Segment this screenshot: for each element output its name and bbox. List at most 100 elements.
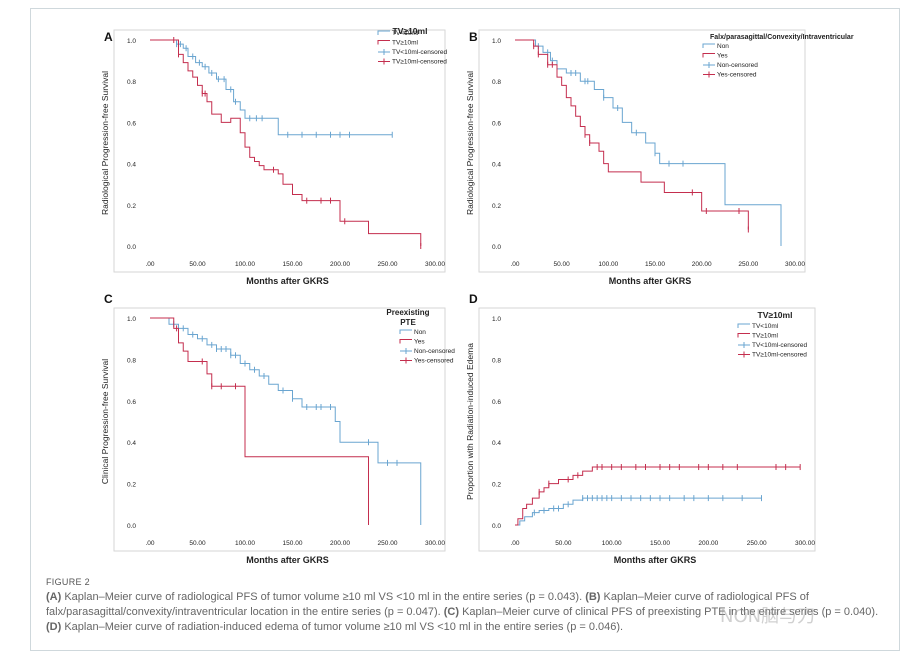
y-tick-label: 0.2 (127, 482, 136, 489)
x-axis-label: Months after GKRS (609, 276, 692, 286)
x-tick-label: 300.00 (425, 540, 445, 547)
y-tick-label: 0.6 (492, 120, 501, 127)
x-tick-label: .00 (510, 540, 519, 547)
x-tick-label: .00 (145, 540, 154, 547)
legend-label: TV≥10ml-censored (392, 59, 447, 66)
panel-c: C 0.0 0.2 0.4 0.6 0.8 1.0 .00 50.00 100.00 150.00… (60, 288, 460, 568)
y-tick-label: 1.0 (492, 38, 501, 45)
x-tick-label: 300.00 (425, 261, 445, 268)
legend-item: Non (399, 329, 426, 336)
legend-item: TV≥10ml (377, 40, 419, 47)
series-line-non (515, 39, 782, 246)
series-line-tv-10ml (515, 497, 762, 526)
y-tick-label: 0.6 (127, 120, 136, 127)
legend-label: TV≥10ml-censored (752, 352, 807, 359)
chart-b-svg: 0.0 0.2 0.4 0.6 0.8 1.0 .00 50.00 100.00 150.00 20… (465, 29, 854, 286)
y-tick-label: 0.0 (492, 523, 501, 530)
legend-title-line: Preexisting (386, 308, 429, 317)
x-axis-label: Months after GKRS (614, 555, 697, 565)
y-tick-label: 1.0 (492, 316, 501, 323)
x-tick-label: 200.00 (692, 261, 712, 268)
chart-c-svg: 0.0 0.2 0.4 0.6 0.8 1.0 .00 50.00 100.00 150.00 20… (100, 307, 455, 565)
panel-b: B 0.0 0.2 0.4 0.6 0.8 1.0 .00 50.00 100.00 150.00… (425, 22, 854, 290)
y-tick-label: 0.6 (127, 399, 136, 406)
x-tick-label: 300.00 (795, 540, 815, 547)
y-tick-label: 0.4 (492, 440, 501, 447)
x-tick-label: 200.00 (698, 540, 718, 547)
panel-label-a: A (104, 30, 113, 44)
legend-swatch (377, 30, 390, 35)
y-tick-label: 0.8 (492, 79, 501, 86)
caption-b-letter: (B) (585, 591, 601, 603)
legend-label: TV<10ml (752, 323, 779, 330)
series-line-tv-10ml (150, 39, 393, 136)
y-tick-label: 0.6 (492, 399, 501, 406)
caption-a-text: Kaplan–Meier curve of radiological PFS o… (61, 591, 586, 603)
legend-label: Non-censored (414, 348, 455, 355)
legend-label: Non-censored (717, 62, 758, 69)
x-axis-label: Months after GKRS (246, 555, 329, 565)
series-line-non (150, 317, 422, 525)
x-tick-label: 50.00 (555, 540, 572, 547)
x-tick-label: .00 (145, 261, 154, 268)
figure-caption: FIGURE 2 (A) Kaplan–Meier curve of radio… (46, 575, 891, 635)
legend-item: Yes-censored (400, 357, 454, 365)
x-tick-label: 150.00 (645, 261, 665, 268)
legend-title: TV≥10ml (393, 26, 428, 36)
y-tick-label: 0.4 (492, 162, 501, 169)
caption-b-text: Kaplan–Meier curve of radiological PFS o… (46, 591, 809, 618)
legend-item: TV<10ml (377, 30, 419, 37)
x-tick-label: 200.00 (330, 261, 350, 268)
x-axis-label: Months after GKRS (246, 276, 329, 286)
legend-swatch (399, 339, 412, 344)
panel-label-d: D (469, 292, 478, 306)
legend-title: Preexisting PTE (386, 308, 429, 327)
plot-area-frame (478, 29, 806, 273)
y-tick-label: 0.0 (127, 244, 136, 251)
x-tick-label: 250.00 (747, 540, 767, 547)
x-tick-label: 100.00 (235, 540, 255, 547)
figure-label: FIGURE 2 (46, 577, 90, 587)
legend-label: Yes-censored (414, 358, 454, 365)
caption-d-letter: (D) (46, 621, 62, 633)
x-tick-label: 200.00 (330, 540, 350, 547)
legend-item: Yes (399, 339, 425, 346)
legend-item: Yes-censored (703, 71, 757, 79)
x-tick-label: 150.00 (650, 540, 670, 547)
caption-d-text: Kaplan–Meier curve of radiation-induced … (61, 621, 624, 633)
plot-area-frame (113, 29, 446, 273)
caption-c-text: Kaplan–Meier curve of clinical PFS of pr… (459, 606, 879, 618)
y-tick-label: 0.0 (127, 523, 136, 530)
y-tick-label: 0.2 (127, 203, 136, 210)
series-line-yes (515, 39, 749, 230)
panel-d: D 0.0 0.2 0.4 0.6 0.8 1.0 .00 50.00 100.00 150.00… (425, 288, 835, 568)
legend-label: Yes-censored (717, 72, 757, 79)
legend-label: Non (717, 43, 729, 50)
x-tick-label: .00 (510, 261, 519, 268)
legend-label: TV≥10ml (392, 40, 419, 47)
legend-swatch (702, 53, 715, 58)
legend-item: TV<10ml (737, 323, 779, 330)
series-line-tv-10ml (150, 39, 422, 246)
legend-label: Non (414, 329, 426, 336)
y-tick-label: 0.8 (127, 79, 136, 86)
chart-a-svg: 0.0 0.2 0.4 0.6 0.8 1.0 .00 50.00 100.00 150.00 20… (100, 26, 447, 286)
y-tick-label: 1.0 (127, 38, 136, 45)
x-tick-label: 250.00 (378, 540, 398, 547)
panel-a: A 0.0 0.2 0.4 0.6 0.8 1.0 .00 50.00 100.00 150.00… (60, 22, 460, 290)
legend-item: Yes (702, 53, 728, 60)
legend-label: Yes (414, 339, 425, 346)
y-tick-label: 0.8 (492, 357, 501, 364)
panel-label-c: C (104, 292, 113, 306)
plot-area-frame (478, 307, 816, 552)
legend-item: Non (702, 43, 729, 50)
y-tick-label: 0.0 (492, 244, 501, 251)
legend-item: TV≥10ml-censored (378, 58, 447, 66)
series-line-tv-10ml (515, 466, 801, 526)
x-tick-label: 100.00 (602, 540, 622, 547)
x-tick-label: 50.00 (189, 261, 206, 268)
legend-title-line: PTE (400, 318, 416, 327)
y-axis-label: Radiological Progression-free Survival (100, 71, 110, 215)
legend-swatch (377, 40, 390, 45)
y-tick-label: 0.8 (127, 357, 136, 364)
